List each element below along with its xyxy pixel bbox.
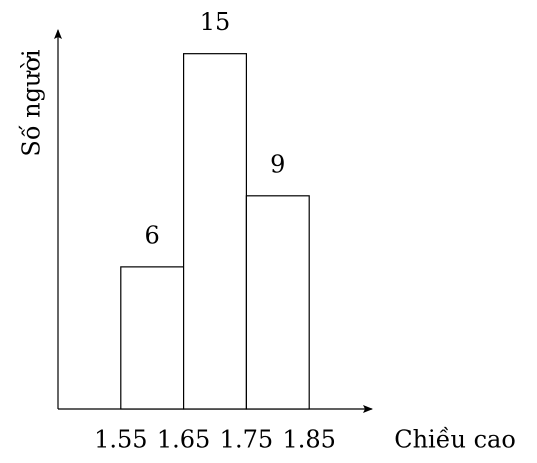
x-tick-label: 1.55 (94, 426, 147, 454)
bar (183, 53, 248, 410)
x-tick-label: 1.75 (220, 426, 273, 454)
data-label: 15 (200, 8, 231, 36)
x-tick-label: 1.65 (157, 426, 210, 454)
data-label: 9 (270, 150, 285, 178)
y-axis-label: Số người (18, 49, 46, 156)
bar (120, 266, 185, 410)
bar (245, 195, 310, 410)
data-label: 6 (145, 221, 160, 249)
x-tick-label: 1.85 (282, 426, 335, 454)
x-axis-label: Chiều cao (394, 426, 516, 454)
